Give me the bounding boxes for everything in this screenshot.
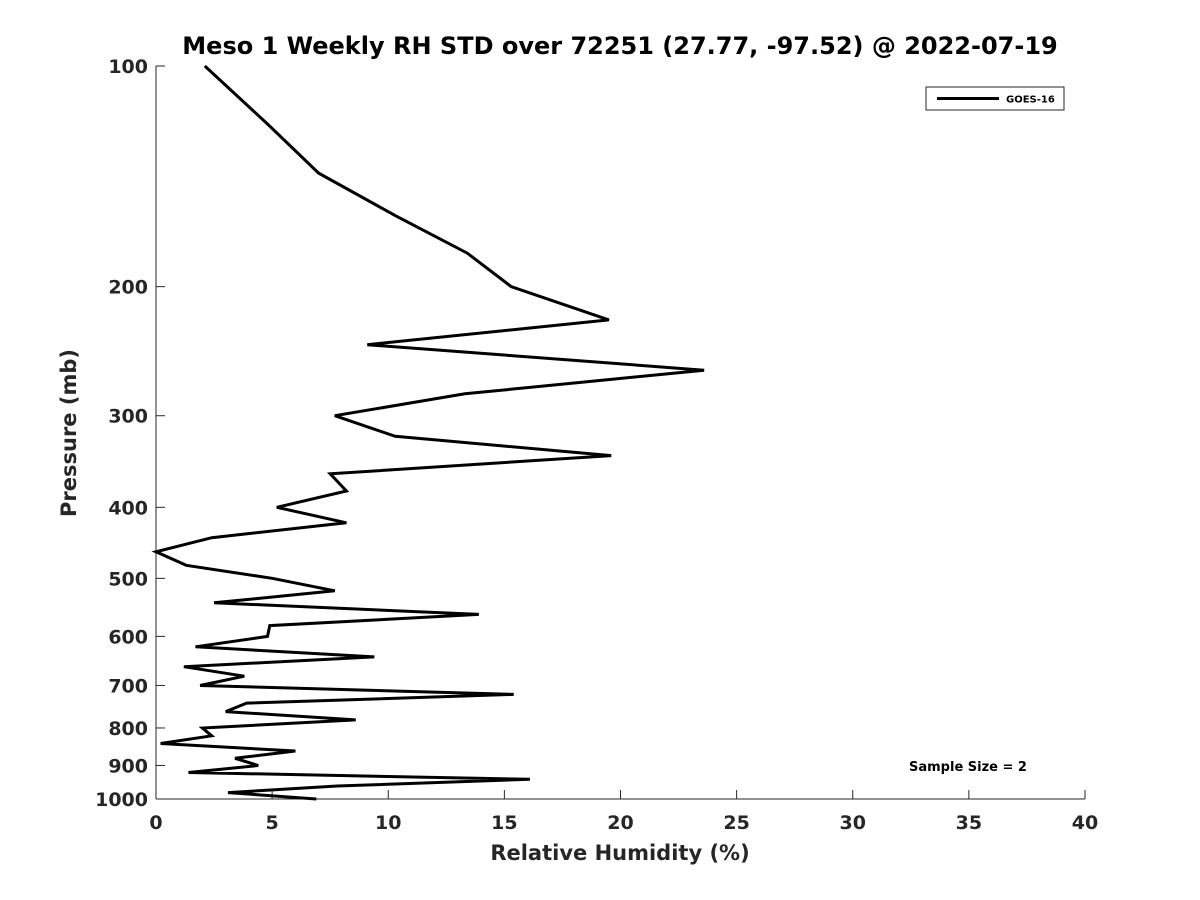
y-tick-label: 600 <box>108 626 148 648</box>
sample-size-annotation: Sample Size = 2 <box>909 760 1027 775</box>
series-line-goes-16 <box>151 64 705 801</box>
x-tick-label: 40 <box>1072 812 1098 834</box>
y-tick-label: 700 <box>108 675 148 697</box>
y-tick-label: 500 <box>108 568 148 590</box>
y-tick-label: 200 <box>108 277 148 299</box>
x-tick-label: 5 <box>266 812 279 834</box>
y-axis-label: Pressure (mb) <box>57 349 81 517</box>
y-tick-label: 800 <box>108 718 148 740</box>
series-layer <box>151 64 705 801</box>
x-tick-label: 30 <box>840 812 866 834</box>
axes-layer: 0 5 10 15 20 25 30 35 40 100 200 300 400 500 600 700 800… <box>95 56 1098 834</box>
x-tick-label: 20 <box>607 812 633 834</box>
x-axis-label: Relative Humidity (%) <box>490 841 749 865</box>
y-tick-label: 1000 <box>95 789 148 811</box>
legend-label: GOES-16 <box>1006 95 1055 106</box>
x-tick-label: 35 <box>956 812 982 834</box>
y-tick-label: 100 <box>108 56 148 78</box>
x-tick-label: 25 <box>723 812 749 834</box>
x-tick-label: 15 <box>491 812 517 834</box>
y-tick-label: 400 <box>108 497 148 519</box>
x-tick-label: 0 <box>149 812 162 834</box>
legend: GOES-16 <box>925 86 1065 111</box>
y-tick-label: 300 <box>108 406 148 428</box>
x-tick-label: 10 <box>375 812 401 834</box>
y-tick-label: 900 <box>108 755 148 777</box>
chart-title: Meso 1 Weekly RH STD over 72251 (27.77, … <box>182 32 1057 60</box>
